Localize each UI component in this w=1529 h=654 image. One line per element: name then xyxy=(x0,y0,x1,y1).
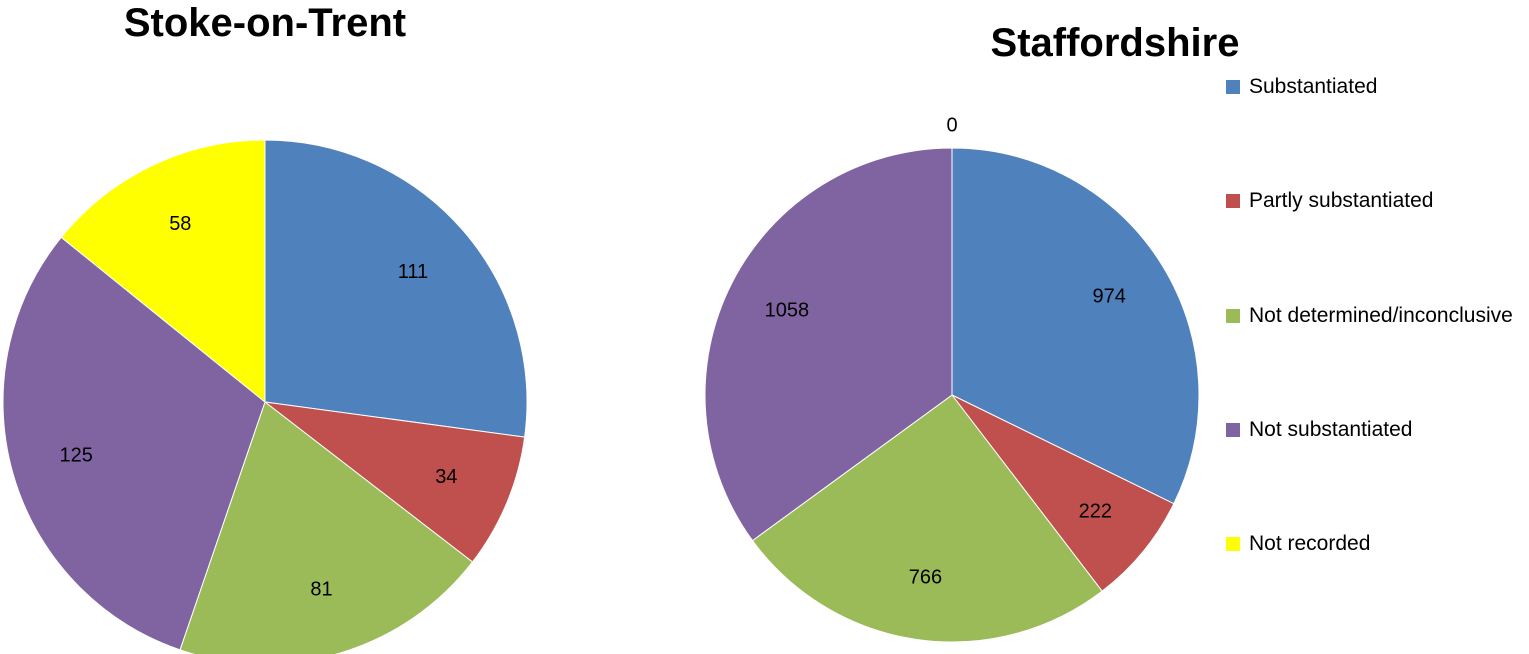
data-label: 81 xyxy=(310,578,332,600)
legend-item: Not determined/inconclusive xyxy=(1226,300,1521,332)
pie-slice xyxy=(951,147,1200,505)
legend-swatch xyxy=(1226,309,1240,323)
chart-title: Staffordshire xyxy=(991,21,1240,65)
pie-slice xyxy=(264,139,528,438)
legend-label: Not substantiated xyxy=(1249,418,1413,441)
legend-label: Substantiated xyxy=(1249,75,1378,98)
pie-slice xyxy=(60,139,266,404)
pie-slice xyxy=(704,147,953,542)
chart-title: Stoke-on-Trent xyxy=(124,1,406,45)
pie-slice xyxy=(263,401,526,563)
data-label: 125 xyxy=(59,445,92,467)
legend-swatch xyxy=(1226,537,1240,551)
legend-label: Not determined/inconclusive xyxy=(1249,304,1513,327)
data-label: 1058 xyxy=(765,299,810,321)
legend-item: Not substantiated xyxy=(1226,414,1521,446)
data-label: 111 xyxy=(398,261,428,283)
legend-item: Not recorded xyxy=(1226,528,1521,560)
data-label: 766 xyxy=(909,567,942,589)
data-label: 58 xyxy=(169,213,191,235)
legend-item: Substantiated xyxy=(1226,71,1521,103)
data-label: 0 xyxy=(946,114,957,136)
data-label: 34 xyxy=(435,466,457,488)
legend-swatch xyxy=(1226,80,1240,94)
pie-slice xyxy=(951,394,1175,592)
pie-slice xyxy=(751,394,1103,643)
data-label: 974 xyxy=(1093,285,1126,307)
data-label: 222 xyxy=(1079,501,1112,523)
legend-item: Partly substantiated xyxy=(1226,185,1521,217)
pie-slice xyxy=(179,401,474,654)
legend-swatch xyxy=(1226,194,1240,208)
legend-label: Partly substantiated xyxy=(1249,189,1434,212)
pie-slice xyxy=(2,236,266,651)
legend-swatch xyxy=(1226,423,1240,437)
legend-label: Not recorded xyxy=(1249,532,1371,555)
